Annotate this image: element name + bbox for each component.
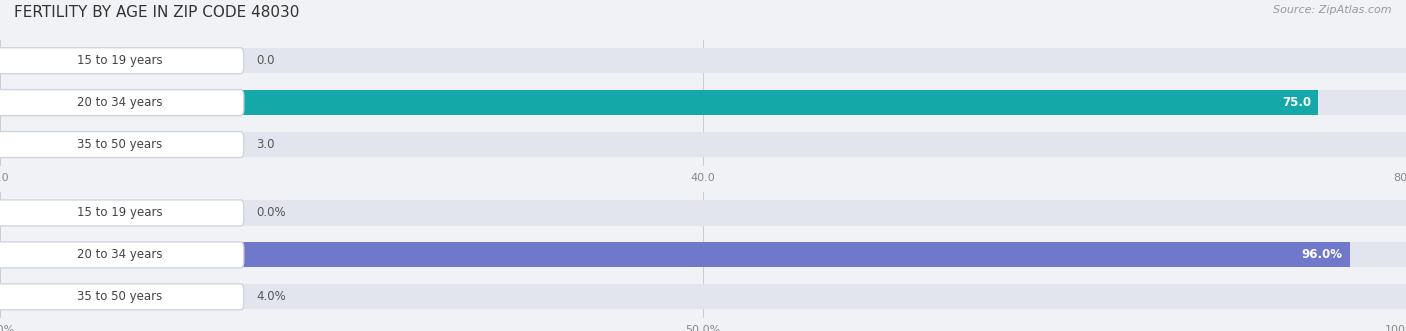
Bar (0, 90, 1319, 115)
Text: 0.0: 0.0 (256, 54, 274, 67)
Text: 35 to 50 years: 35 to 50 years (77, 290, 162, 303)
Bar (0, 132, 53, 157)
Text: FERTILITY BY AGE IN ZIP CODE 48030: FERTILITY BY AGE IN ZIP CODE 48030 (14, 5, 299, 20)
Text: 75.0: 75.0 (1282, 96, 1310, 109)
Bar (0, 200, 1406, 225)
FancyBboxPatch shape (0, 131, 243, 158)
Bar (0, 242, 1350, 267)
Bar (0, 284, 1406, 309)
Text: 15 to 19 years: 15 to 19 years (77, 54, 162, 67)
Text: 4.0%: 4.0% (256, 290, 285, 303)
FancyBboxPatch shape (0, 90, 243, 116)
FancyBboxPatch shape (0, 242, 243, 268)
Text: 35 to 50 years: 35 to 50 years (77, 138, 162, 151)
Text: 0.0%: 0.0% (256, 207, 285, 219)
Bar (0, 284, 56, 309)
Bar (0, 242, 1406, 267)
Bar (0, 90, 1406, 115)
FancyBboxPatch shape (0, 200, 243, 226)
FancyBboxPatch shape (0, 284, 243, 310)
Text: 15 to 19 years: 15 to 19 years (77, 207, 162, 219)
Bar (0, 48, 1406, 73)
Text: Source: ZipAtlas.com: Source: ZipAtlas.com (1274, 5, 1392, 15)
Text: 96.0%: 96.0% (1302, 248, 1343, 261)
Text: 3.0: 3.0 (256, 138, 274, 151)
FancyBboxPatch shape (0, 48, 243, 74)
Text: 20 to 34 years: 20 to 34 years (77, 96, 162, 109)
Bar (0, 132, 1406, 157)
Text: 20 to 34 years: 20 to 34 years (77, 248, 162, 261)
